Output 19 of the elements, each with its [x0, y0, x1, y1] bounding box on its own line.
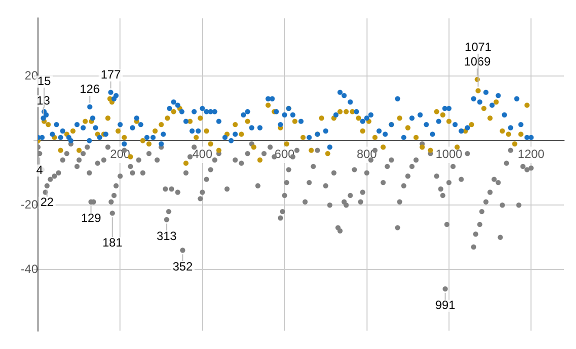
annotation: 352 — [172, 260, 193, 274]
annotation: 126 — [80, 82, 100, 96]
annotation: 181 — [102, 235, 123, 250]
y-tick-label: -40 — [20, 262, 38, 276]
annotation: 1069 — [464, 54, 491, 69]
annotation: 129 — [80, 211, 102, 226]
x-tick-label: 400 — [192, 147, 213, 162]
annotation: 313 — [156, 228, 177, 243]
y-tick-label: -20 — [20, 197, 38, 212]
annotation: 22 — [40, 195, 54, 210]
x-tick-label: 1000 — [436, 147, 463, 162]
annotation: 1071 — [464, 40, 492, 54]
annotation: 15 — [37, 74, 52, 88]
annotation: 13 — [36, 93, 50, 108]
annotation: 177 — [100, 68, 122, 82]
y-tick-label: 20 — [24, 68, 38, 83]
annotation: 991 — [435, 298, 456, 312]
annotation: 4 — [36, 162, 44, 177]
x-tick-label: 1200 — [518, 147, 545, 162]
